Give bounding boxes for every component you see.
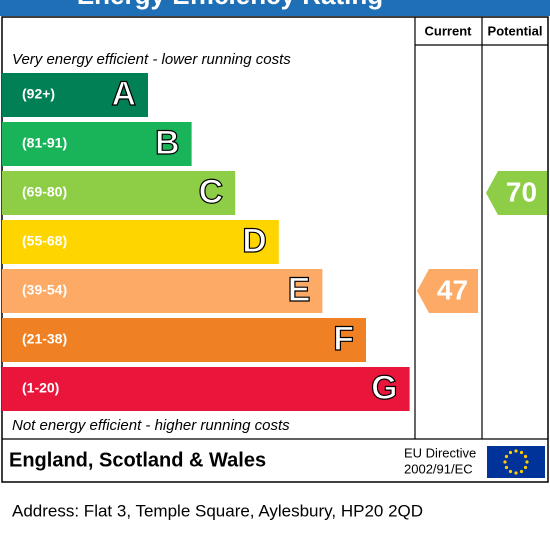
band-range: (81-91) <box>22 135 67 151</box>
band-bar <box>2 367 410 411</box>
star <box>519 450 524 455</box>
directive: 2002/91/EC <box>404 461 473 476</box>
band-letter: G <box>371 369 397 407</box>
star <box>503 460 507 464</box>
region: England, Scotland & Wales <box>9 449 266 471</box>
band-letter: A <box>111 75 136 113</box>
header-title: Energy Efficiency Rating <box>77 0 383 10</box>
band-range: (92+) <box>22 86 55 102</box>
band-range: (55-68) <box>22 233 67 249</box>
band-range: (39-54) <box>22 282 67 298</box>
band-letter: E <box>288 271 311 309</box>
band-bar <box>2 73 148 117</box>
band-bar <box>2 318 366 362</box>
top-note: Very energy efficient - lower running co… <box>12 51 291 68</box>
band-letter: F <box>333 320 354 358</box>
star <box>504 454 509 459</box>
star <box>523 465 528 470</box>
star <box>519 469 524 474</box>
rating-value: 47 <box>437 274 468 305</box>
band-range: (69-80) <box>22 184 67 200</box>
rating-arrow <box>486 171 547 215</box>
star <box>523 454 528 459</box>
bottom-note: Not energy efficient - higher running co… <box>12 417 290 434</box>
header-bar <box>0 0 550 16</box>
star <box>514 471 518 475</box>
eu-stars <box>503 449 529 475</box>
band-letter: C <box>199 173 224 211</box>
star <box>514 449 518 453</box>
star <box>508 469 513 474</box>
band-letter: D <box>242 222 267 260</box>
band-bar <box>2 122 192 166</box>
rating-value: 70 <box>506 176 537 207</box>
band-letter: B <box>155 124 180 162</box>
rating-arrow <box>417 269 478 313</box>
address: Address: Flat 3, Temple Square, Aylesbur… <box>12 501 423 520</box>
column-header: Potential <box>488 23 543 38</box>
band-bar <box>2 220 279 264</box>
star <box>504 465 509 470</box>
star <box>525 460 529 464</box>
directive: EU Directive <box>404 445 476 460</box>
band-bar <box>2 171 236 215</box>
band-bar <box>2 269 323 313</box>
band-range: (21-38) <box>22 331 67 347</box>
band-range: (1-20) <box>22 380 59 396</box>
column-header: Current <box>425 23 473 38</box>
star <box>508 450 513 455</box>
